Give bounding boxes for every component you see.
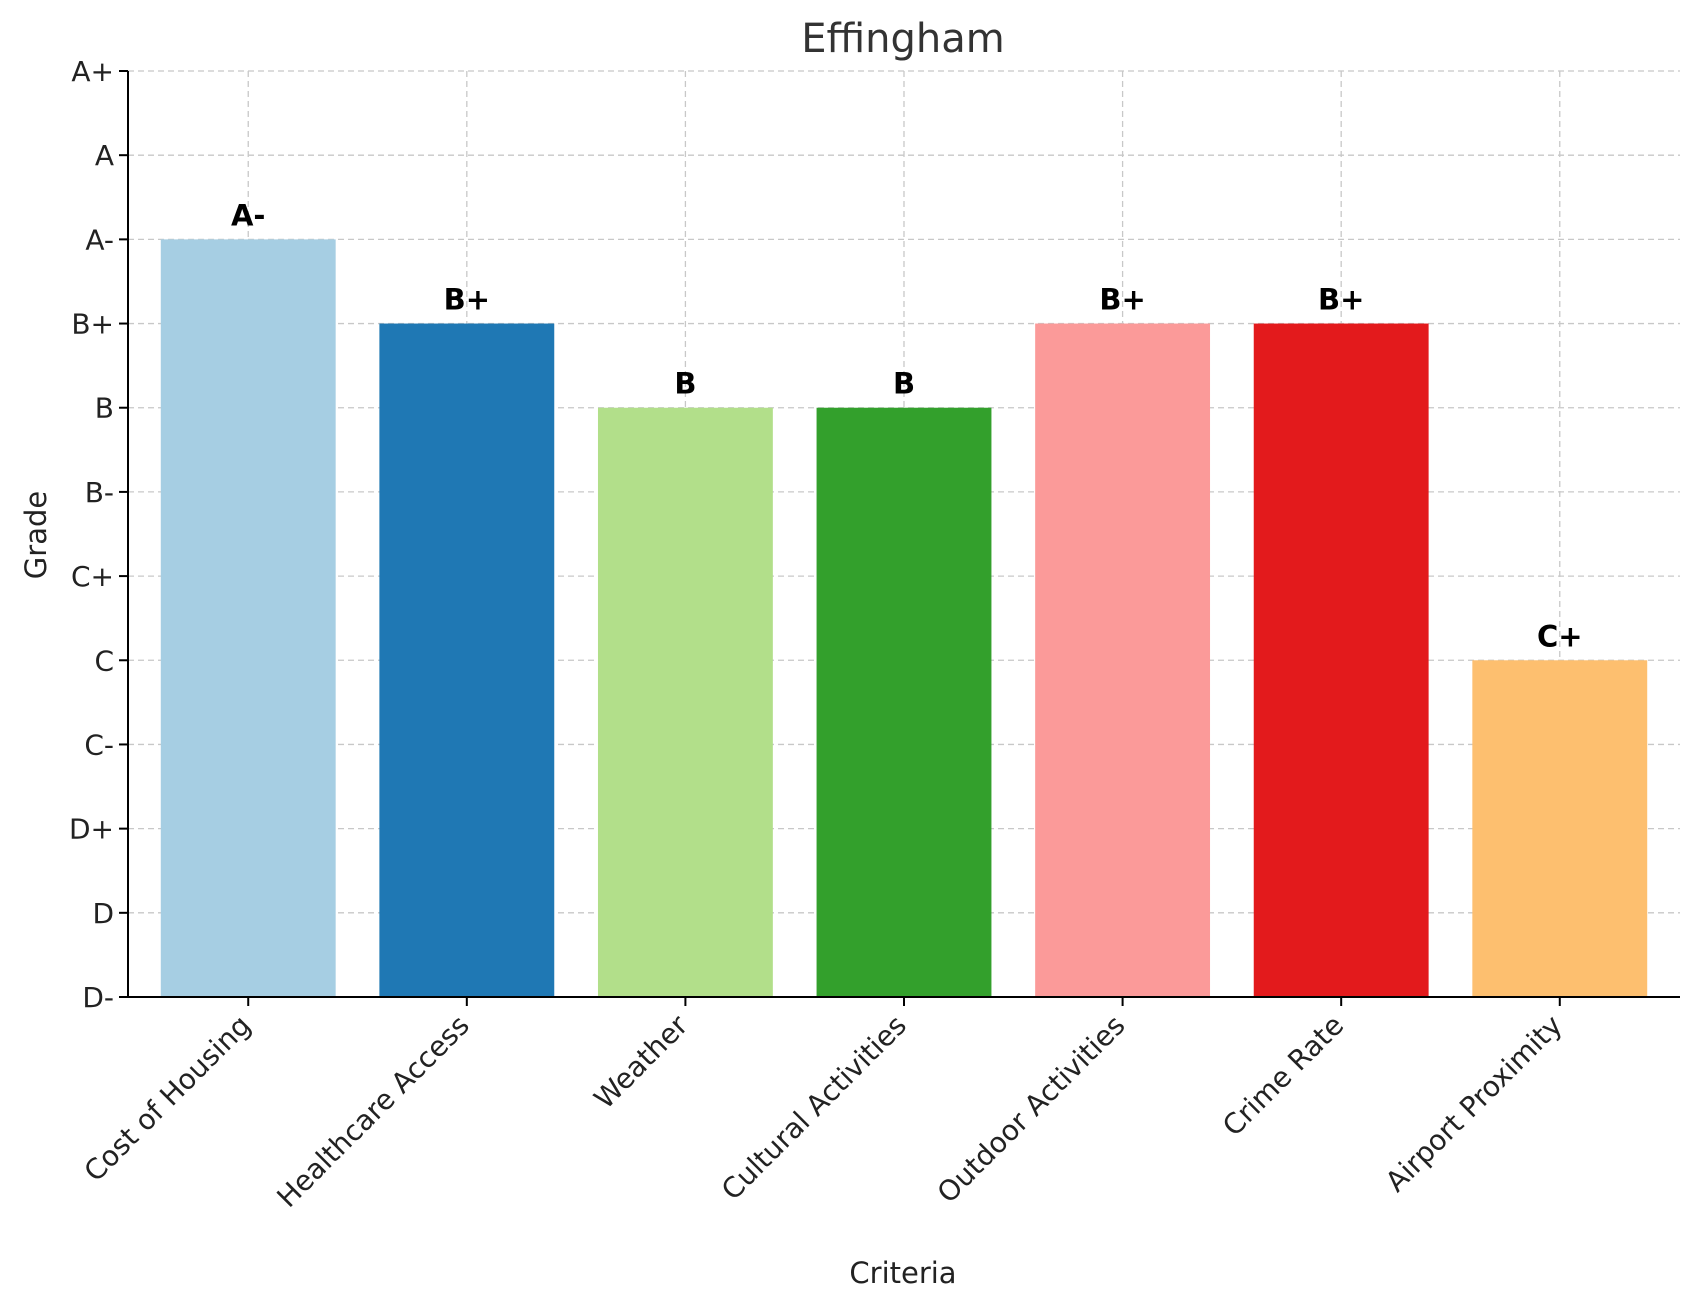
x-axis-label: Criteria [849,1256,956,1290]
y-tick-label: B [95,392,114,425]
bar [160,239,336,997]
y-tick-label: D+ [69,813,114,846]
bar [379,323,555,998]
bar [816,407,992,997]
data-label: B+ [1318,283,1364,317]
x-tick-label: Healthcare Access [270,1009,475,1214]
data-label: B [674,367,696,401]
bar [597,407,773,997]
data-labels: A- B+ B B B+ B+ C+ [231,198,1583,653]
x-tick-label: Weather [588,1008,695,1115]
y-tick-label: C [94,644,114,677]
data-label: C+ [1537,619,1583,653]
y-tick-label: C- [84,728,114,761]
x-tick-label: Crime Rate [1216,1009,1350,1143]
bar [1035,323,1211,998]
bar [1472,660,1648,997]
y-tick-label: A- [85,223,114,256]
bars [160,239,1648,998]
x-tick-label: Outdoor Activities [931,1009,1132,1210]
y-tick-label: B+ [71,308,114,341]
y-tick-label: A [95,139,114,172]
data-label: A- [231,198,265,232]
y-tick-label: C+ [71,560,114,593]
y-tick-label: D- [82,981,114,1014]
data-label: B [893,367,915,401]
bar [1253,323,1429,998]
y-tick-label: D [92,897,114,930]
data-label: B+ [1099,283,1145,317]
y-tick-label: A+ [71,55,114,88]
chart-title: Effingham [801,16,1005,62]
data-label: B+ [444,283,490,317]
x-tick-label: Cultural Activities [715,1009,913,1207]
y-axis-label: Grade [19,491,53,579]
x-tick-label: Cost of Housing [78,1009,258,1189]
y-tick-label: B- [85,476,114,509]
x-tick-label: Airport Proximity [1379,1009,1569,1199]
